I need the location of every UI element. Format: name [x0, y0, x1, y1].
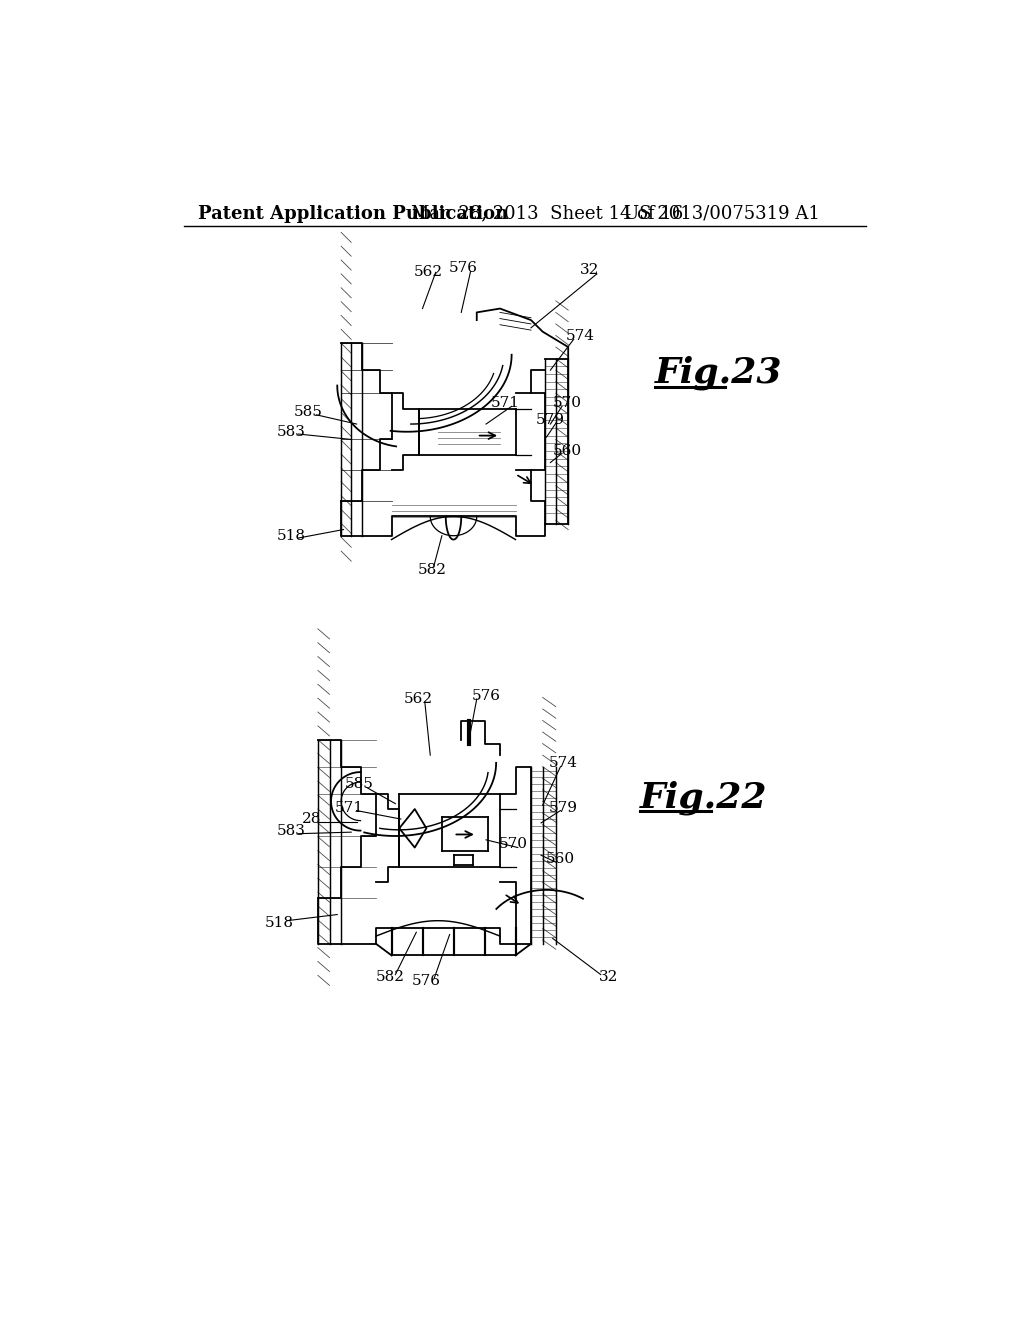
Text: 571: 571: [335, 800, 364, 814]
Text: 574: 574: [549, 756, 579, 770]
Text: 585: 585: [344, 777, 374, 792]
Text: 582: 582: [418, 564, 446, 577]
Text: 585: 585: [294, 405, 323, 420]
Text: 562: 562: [414, 265, 442, 280]
Text: 562: 562: [404, 692, 433, 706]
Text: Fig.23: Fig.23: [655, 355, 782, 389]
Text: 574: 574: [565, 329, 594, 342]
Text: 28: 28: [302, 812, 322, 826]
Text: 576: 576: [449, 261, 477, 275]
Text: US 2013/0075319 A1: US 2013/0075319 A1: [624, 205, 820, 223]
Text: 576: 576: [471, 689, 501, 702]
Text: 571: 571: [490, 396, 520, 411]
Text: 570: 570: [499, 837, 527, 850]
Text: 582: 582: [376, 970, 404, 983]
Text: 32: 32: [599, 970, 618, 983]
Text: 32: 32: [580, 263, 599, 277]
Text: 583: 583: [276, 824, 305, 838]
Text: 518: 518: [276, 529, 305, 543]
Text: 579: 579: [549, 800, 579, 814]
Text: Fig.22: Fig.22: [640, 780, 767, 814]
Text: Mar. 28, 2013  Sheet 14 of 16: Mar. 28, 2013 Sheet 14 of 16: [411, 205, 683, 223]
Text: 579: 579: [536, 413, 565, 428]
Text: 576: 576: [412, 974, 441, 987]
Text: 560: 560: [553, 444, 582, 458]
Text: 560: 560: [546, 853, 575, 866]
Text: 570: 570: [553, 396, 582, 411]
Text: Patent Application Publication: Patent Application Publication: [198, 205, 508, 223]
Text: 583: 583: [276, 425, 305, 438]
Text: 518: 518: [264, 916, 294, 931]
